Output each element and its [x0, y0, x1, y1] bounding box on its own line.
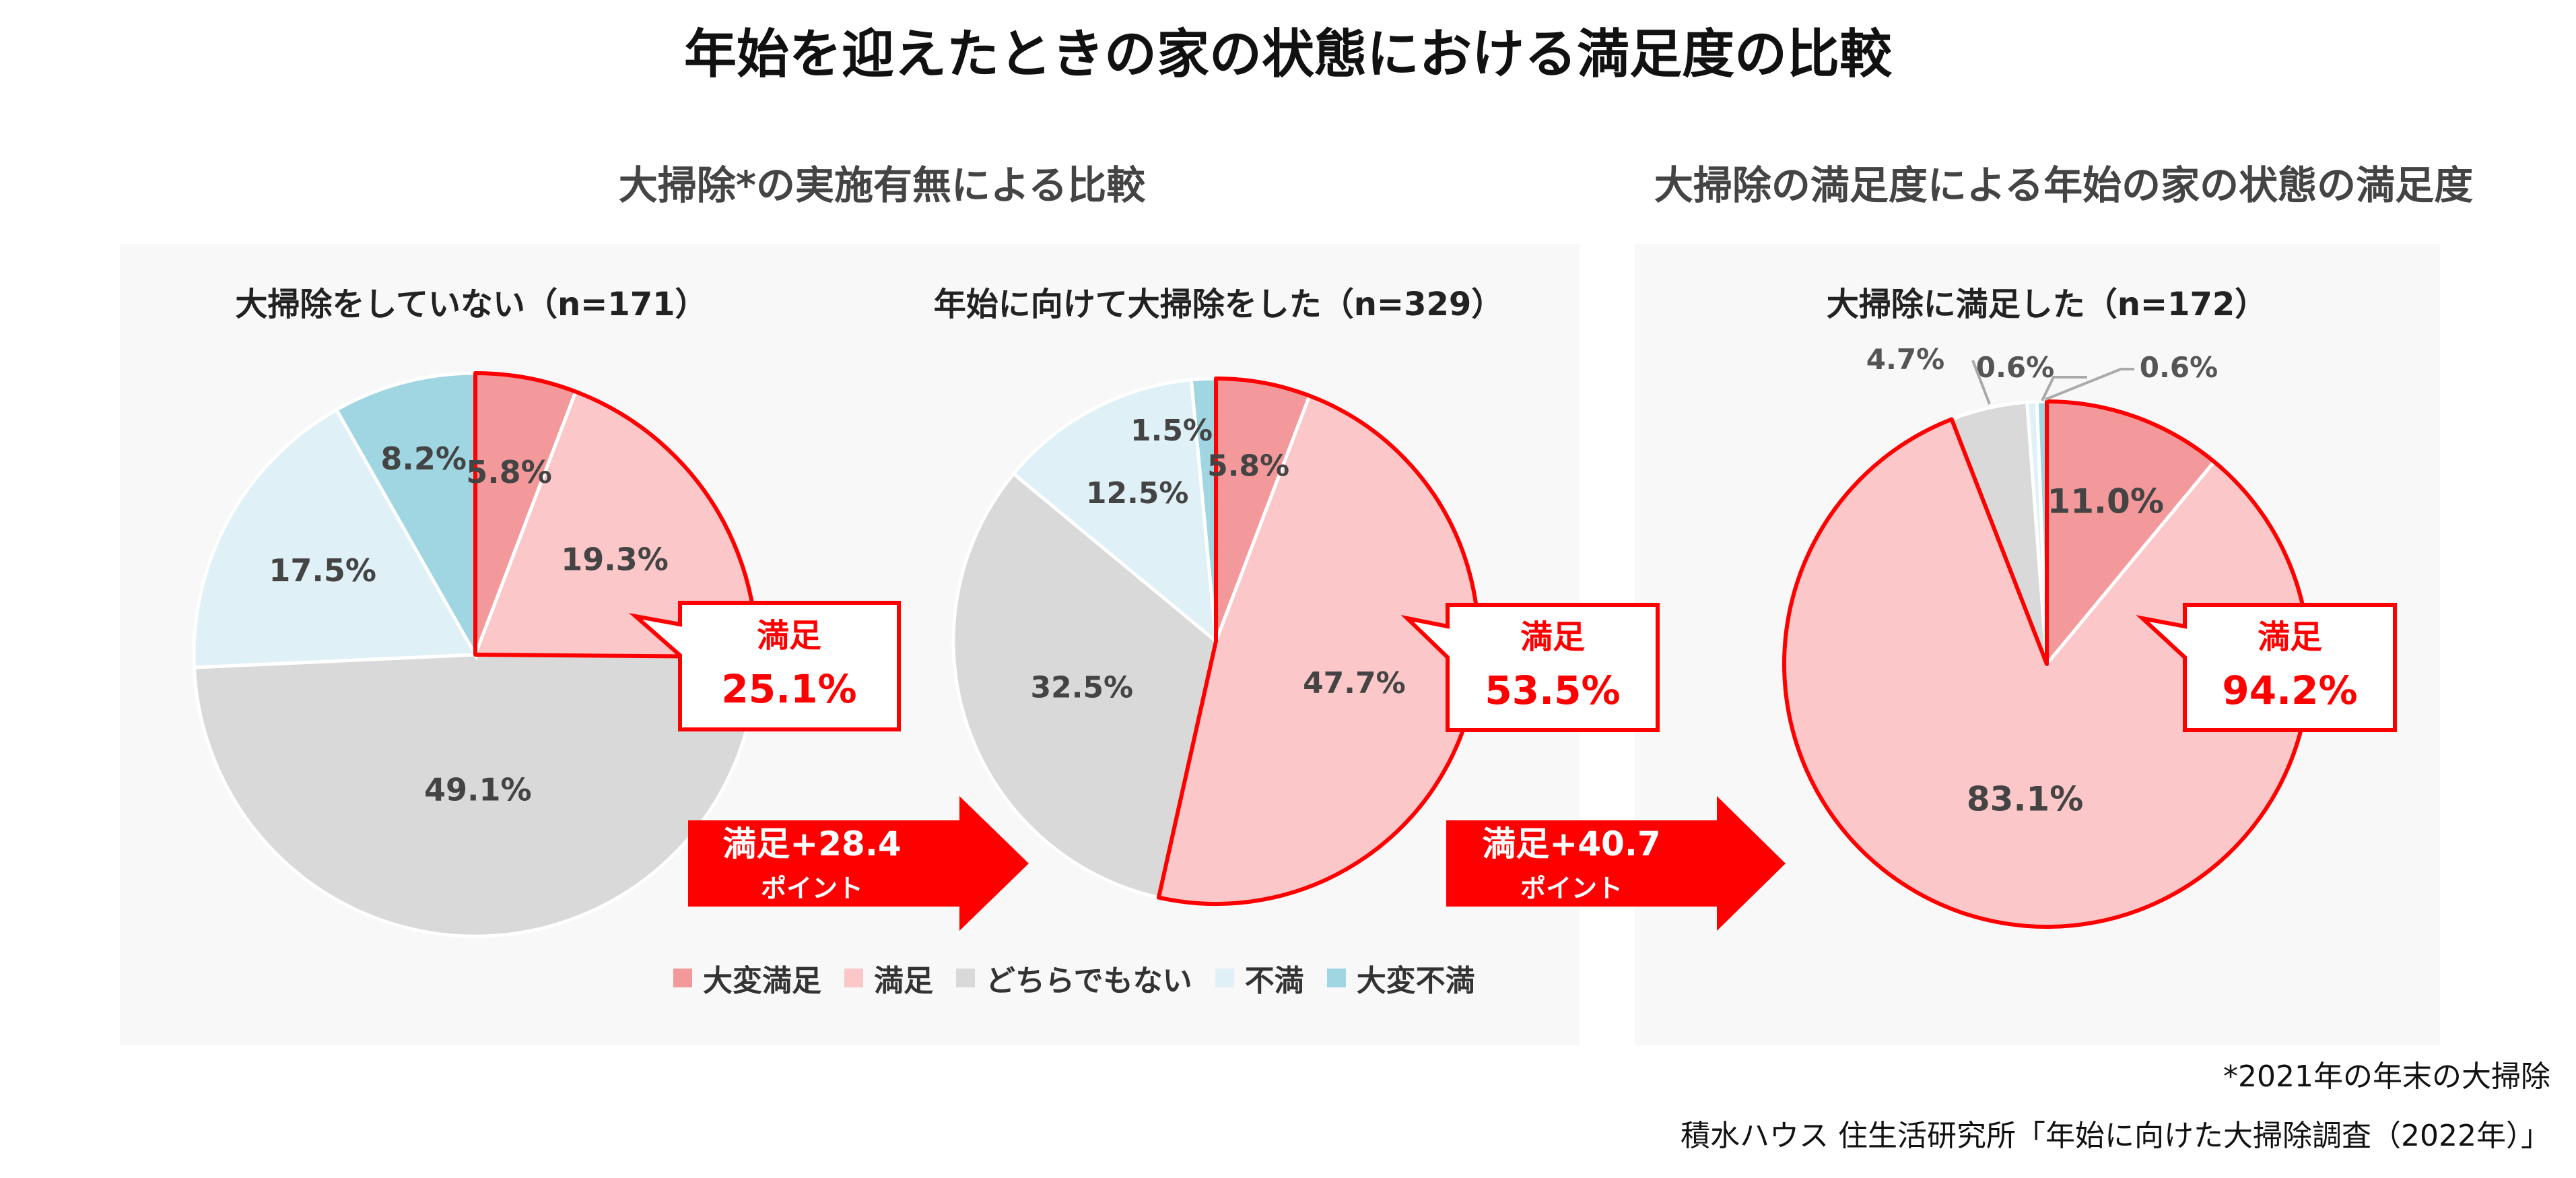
- slice-label: 47.7%: [1303, 666, 1406, 700]
- callout-label: 満足: [2258, 618, 2322, 656]
- legend-label: どちらでもない: [986, 964, 1192, 998]
- callout-label: 満足: [757, 617, 821, 655]
- callout-box: [2136, 603, 2397, 732]
- legend-label: 満足: [874, 964, 933, 998]
- slice-label: 5.8%: [466, 454, 552, 490]
- slice-label: 49.1%: [424, 772, 532, 808]
- legend-label: 不満: [1244, 964, 1304, 998]
- page-title: 年始を迎えたときの家の状態における満足度の比較: [683, 24, 1892, 85]
- satisfied-total-outline: [1782, 399, 2311, 929]
- legend-item-very-dissatisfied: 大変不満: [1326, 956, 1475, 1000]
- legend: 大変満足 満足 どちらでもない 不満 大変不満: [673, 956, 1549, 1000]
- legend-swatch: [1326, 969, 1346, 987]
- legend-swatch: [956, 969, 975, 987]
- slice-label: 0.6%: [2140, 351, 2218, 384]
- legend-item-very-satisfied: 大変満足: [673, 956, 821, 1000]
- arrow-1-line1: 満足+28.4: [722, 824, 901, 863]
- slice-label: 1.5%: [1130, 414, 1213, 448]
- slice-label: 12.5%: [1086, 476, 1189, 511]
- arrow-1: 満足+28.4 ポイント: [688, 796, 1029, 931]
- satisfied-callout: 満足 25.1%: [628, 601, 901, 731]
- arrow-1-line2: ポイント: [761, 874, 863, 903]
- pie-chart-satisfied-cleaning: 11.0% 83.1% 4.7% 0.6% 0.6%: [1782, 343, 2311, 929]
- callout-box: [1400, 603, 1660, 732]
- callout-label: 満足: [1520, 618, 1585, 656]
- legend-item-dissatisfied: 不満: [1215, 956, 1304, 1000]
- slice-label: 83.1%: [1967, 780, 2083, 819]
- slice-label: 5.8%: [1207, 449, 1289, 484]
- chart-title-no-cleaning: 大掃除をしていない（n=171）: [235, 286, 708, 323]
- slice-very-dissatisfied: [334, 371, 477, 661]
- satisfied-total-outline: [473, 371, 759, 659]
- legend-swatch: [673, 969, 692, 987]
- slice-label: 11.0%: [2047, 482, 2163, 521]
- section-title-right: 大掃除の満足度による年始の家の状態の満足度: [1654, 162, 2474, 208]
- legend-label: 大変不満: [1356, 964, 1475, 998]
- legend-swatch: [844, 969, 863, 987]
- slice-label: 8.2%: [380, 440, 467, 477]
- section-title-left: 大掃除*の実施有無による比較: [618, 162, 1146, 208]
- legend-item-satisfied: 満足: [844, 956, 933, 1000]
- satisfied-callout: 満足 94.2%: [2136, 603, 2397, 732]
- arrow-2-line2: ポイント: [1520, 874, 1623, 903]
- slice-label: 32.5%: [1030, 671, 1133, 705]
- chart-title-satisfied-cleaning: 大掃除に満足した（n=172）: [1826, 286, 2268, 323]
- slice-neutral: [192, 653, 759, 938]
- slice-dissatisfied: [1011, 378, 1219, 645]
- arrow-2: 満足+40.7 ポイント: [1446, 796, 1786, 931]
- pie-chart-did-cleaning: 5.8% 47.7% 32.5% 12.5% 1.5%: [951, 377, 1481, 906]
- arrow-2-line1: 満足+40.7: [1482, 824, 1660, 863]
- slice-label: 4.7%: [1866, 343, 1944, 376]
- legend-label: 大変満足: [703, 964, 821, 998]
- source-credit: 積水ハウス 住生活研究所「年始に向けた大掃除調査（2022年）」: [1681, 1119, 2550, 1153]
- callout-box: [628, 601, 901, 731]
- slice-neutral: [951, 471, 1218, 900]
- satisfied-callout: 満足 53.5%: [1400, 603, 1660, 732]
- slice-label: 19.3%: [561, 542, 669, 578]
- slice-dissatisfied: [192, 407, 479, 669]
- chart-title-did-cleaning: 年始に向けて大掃除をした（n=329）: [933, 286, 1504, 323]
- legend-swatch: [1215, 969, 1234, 987]
- slice-label: 17.5%: [269, 552, 376, 589]
- slice-label: 0.6%: [1976, 351, 2054, 384]
- legend-item-neutral: どちらでもない: [956, 956, 1192, 1000]
- external-labels: [1971, 360, 2134, 405]
- footnote: *2021年の年末の大掃除: [2223, 1059, 2550, 1094]
- pie-chart-no-cleaning: 5.8% 19.3% 49.1% 17.5% 8.2%: [192, 371, 759, 938]
- callout-value: 94.2%: [2222, 667, 2357, 713]
- callout-value: 53.5%: [1485, 667, 1620, 713]
- callout-value: 25.1%: [721, 666, 856, 712]
